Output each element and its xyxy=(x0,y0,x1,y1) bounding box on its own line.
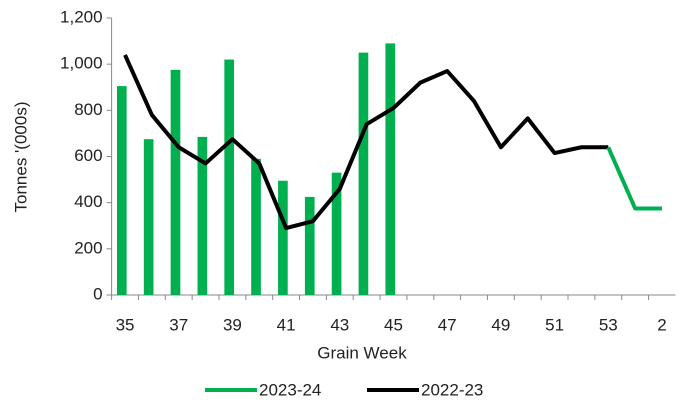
y-tick-label: 200 xyxy=(74,238,102,257)
x-tick-label: 45 xyxy=(384,315,403,334)
y-tick-label: 400 xyxy=(74,192,102,211)
bar xyxy=(385,43,396,296)
line xyxy=(606,146,662,211)
x-tick-label: 51 xyxy=(545,315,564,334)
x-tick-label: 2 xyxy=(657,315,666,334)
bar xyxy=(197,136,208,295)
y-tick-label: 1,200 xyxy=(60,7,103,26)
x-tick-label: 39 xyxy=(223,315,242,334)
bar xyxy=(304,196,315,295)
bar xyxy=(170,69,181,295)
bar xyxy=(358,52,369,295)
bar xyxy=(278,180,288,295)
y-tick-label: 800 xyxy=(74,100,102,119)
x-tick-label: 53 xyxy=(599,315,618,334)
line xyxy=(123,54,609,231)
bar xyxy=(331,172,342,295)
y-axis-label: Tonnes '(000s) xyxy=(11,102,30,213)
x-tick-label: 37 xyxy=(169,315,188,334)
y-tick-label: 1,000 xyxy=(60,54,103,73)
legend-label: 2023-24 xyxy=(259,380,321,399)
x-tick-label: 35 xyxy=(116,315,135,334)
bar xyxy=(116,86,127,296)
y-tick-label: 0 xyxy=(93,284,102,303)
x-axis-label: Grain Week xyxy=(317,343,407,362)
y-tick-label: 600 xyxy=(74,146,102,165)
bar xyxy=(251,158,261,295)
x-tick-label: 43 xyxy=(330,315,349,334)
legend-label: 2022-23 xyxy=(421,380,483,399)
x-tick-label: 49 xyxy=(491,315,510,334)
x-tick-label: 47 xyxy=(438,315,457,334)
bar xyxy=(224,59,235,295)
x-tick-label: 41 xyxy=(277,315,296,334)
bar xyxy=(143,139,154,295)
